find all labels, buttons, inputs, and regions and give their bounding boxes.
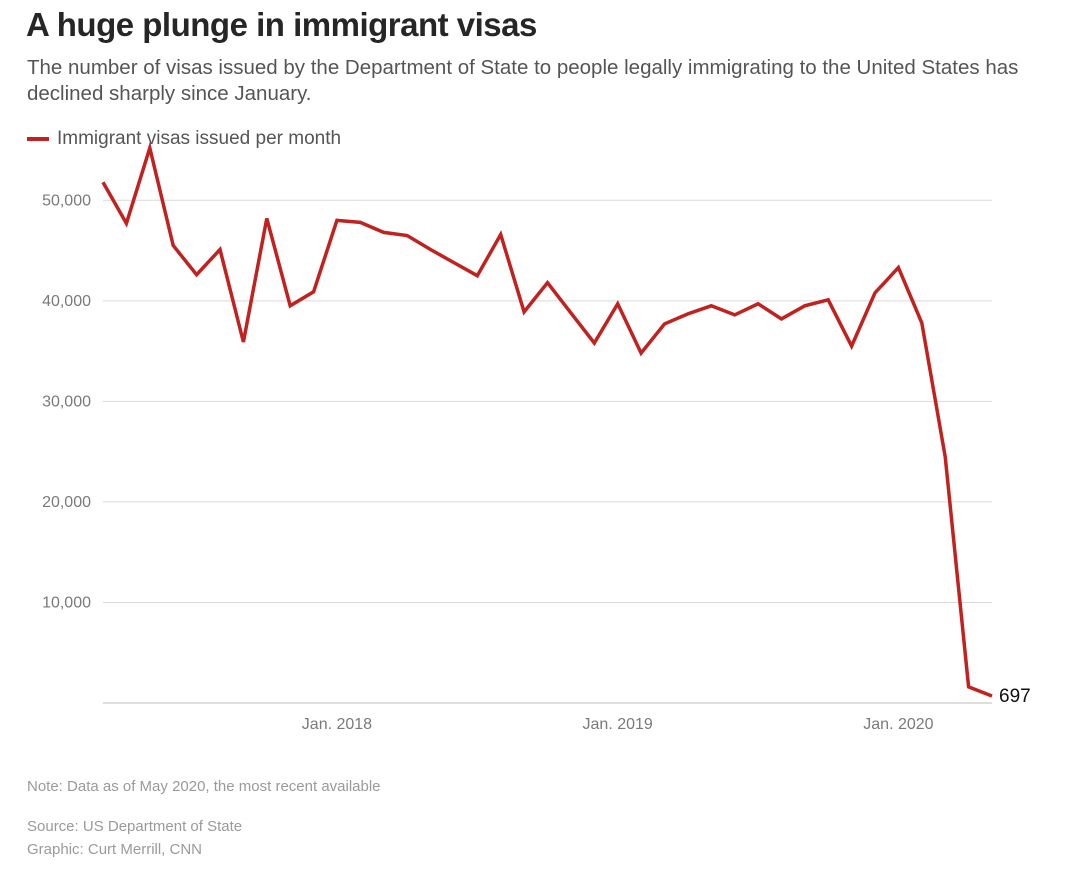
y-tick-label: 20,000 [42,494,91,511]
chart-source: Source: US Department of State [27,818,243,835]
chart-credit: Graphic: Curt Merrill, CNN [27,841,203,858]
chart-note: Note: Data as of May 2020, the most rece… [27,778,381,795]
end-value-label: 697 [999,686,1031,707]
series-layer [101,141,993,698]
x-tick-label: Jan. 2020 [863,716,933,733]
chart-subtitle: The number of visas issued by the Depart… [27,56,1019,105]
x-tick-label: Jan. 2018 [302,716,372,733]
legend-line-swatch [27,137,49,141]
y-tick-label: 30,000 [42,393,91,410]
x-tick-label: Jan. 2019 [583,716,653,733]
label-layer: 697 [999,686,1031,707]
legend: Immigrant visas issued per month [27,128,341,150]
series-line [101,141,993,698]
axis-layer: 10,000 20,000 30,000 40,000 50,000 Jan. 2018 J… [42,192,992,733]
y-tick-label: 50,000 [42,192,91,209]
y-tick-label: 10,000 [42,594,91,611]
chart-title: A huge plunge in immigrant visas [26,6,537,43]
y-tick-label: 40,000 [42,293,91,310]
legend-label: Immigrant visas issued per month [57,128,342,149]
grid-layer [103,199,992,603]
